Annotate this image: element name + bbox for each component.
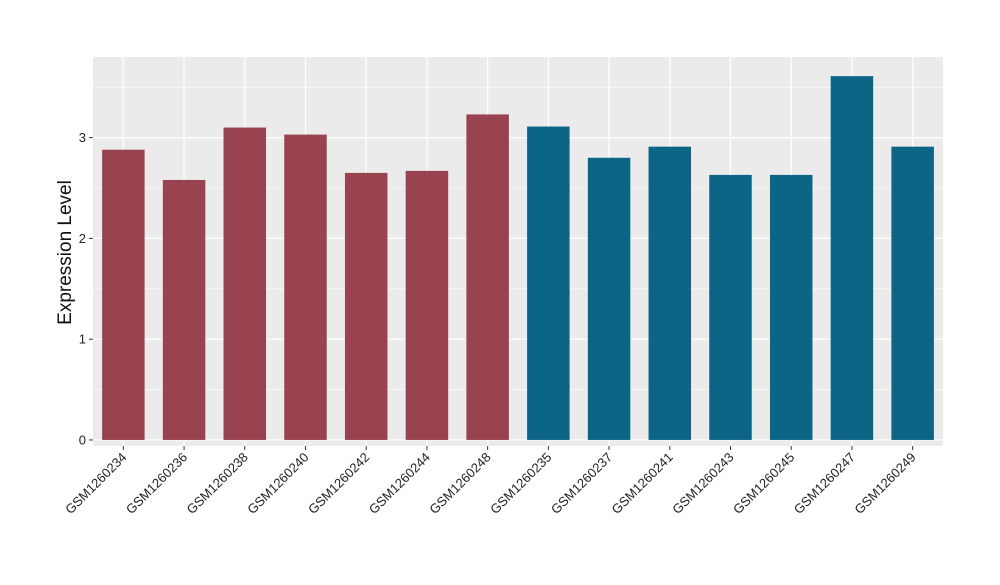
x-tick-label: GSM1260249 bbox=[851, 450, 918, 517]
y-tick-label: 3 bbox=[79, 130, 86, 145]
x-tick-label: GSM1260247 bbox=[791, 450, 858, 517]
x-tick-label: GSM1260241 bbox=[609, 450, 676, 517]
bar-GSM1260237 bbox=[587, 157, 631, 440]
bar-GSM1260242 bbox=[344, 172, 388, 440]
x-tick-label: GSM1260238 bbox=[184, 450, 251, 517]
bar-GSM1260241 bbox=[648, 146, 692, 440]
y-tick-label: 1 bbox=[79, 332, 86, 347]
y-tick-label: 2 bbox=[79, 231, 86, 246]
x-tick-label: GSM1260244 bbox=[366, 450, 433, 517]
plot-panel bbox=[93, 57, 943, 446]
bar-GSM1260248 bbox=[466, 114, 509, 440]
x-tick-label: GSM1260248 bbox=[426, 450, 493, 517]
bar-GSM1260234 bbox=[102, 149, 145, 440]
y-axis-title: Expression Level bbox=[55, 180, 76, 325]
x-tick-label: GSM1260245 bbox=[730, 450, 797, 517]
bar-GSM1260236 bbox=[162, 179, 206, 440]
x-tick-label: GSM1260236 bbox=[123, 450, 190, 517]
x-tick-label: GSM1260240 bbox=[244, 450, 311, 517]
x-tick-label: GSM1260242 bbox=[305, 450, 372, 517]
bar-GSM1260235 bbox=[527, 126, 570, 440]
x-axis: GSM1260234GSM1260236GSM1260238GSM1260240… bbox=[62, 446, 919, 517]
bar-GSM1260244 bbox=[405, 170, 449, 440]
bar-GSM1260245 bbox=[769, 174, 813, 440]
bar-GSM1260240 bbox=[284, 134, 327, 440]
bars bbox=[102, 76, 934, 440]
x-tick-label: GSM1260243 bbox=[669, 450, 736, 517]
bar-GSM1260249 bbox=[891, 146, 934, 440]
bar-GSM1260243 bbox=[709, 174, 752, 440]
x-tick-label: GSM1260237 bbox=[548, 450, 615, 517]
x-tick-label: GSM1260235 bbox=[487, 450, 554, 517]
y-axis: 0 1 2 3 bbox=[79, 130, 93, 447]
x-tick-label: GSM1260234 bbox=[62, 450, 129, 517]
bar-GSM1260238 bbox=[223, 127, 267, 440]
y-tick-label: 0 bbox=[79, 432, 86, 447]
bar-GSM1260247 bbox=[830, 76, 874, 440]
